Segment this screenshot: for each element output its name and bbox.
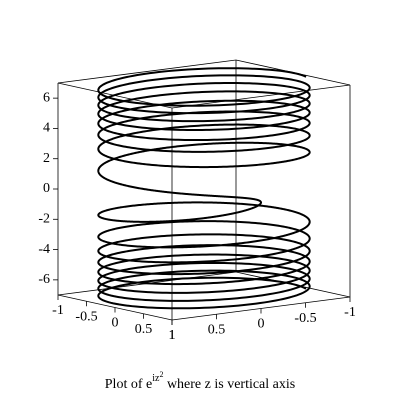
title-text: Plot of e (105, 377, 152, 392)
z-tick-label: 2 (43, 151, 50, 166)
chart-title: Plot of eiz2 where z is vertical axis (105, 370, 295, 392)
x-tick-label: -0.5 (75, 309, 97, 324)
curve (97, 67, 311, 310)
x-tick-label: 0.5 (135, 322, 153, 337)
x-tick-label: 1 (169, 328, 176, 343)
y-tick-label: 1 (169, 328, 176, 343)
x-tick-label: 0 (112, 316, 119, 331)
title-exponent: iz (152, 373, 160, 384)
title-exponent-power: 2 (159, 370, 163, 379)
box-edge (171, 84, 351, 109)
z-tick-label: -2 (38, 212, 50, 227)
y-tick-label: 0 (258, 317, 265, 332)
z-tick-label: -6 (38, 272, 50, 287)
y-tick-label: -1 (344, 305, 356, 320)
x-tick-label: -1 (52, 303, 64, 318)
z-tick-label: 6 (43, 90, 50, 105)
title-text: where z is vertical axis (163, 377, 295, 392)
z-tick-label: -4 (38, 242, 50, 257)
z-tick-label: 0 (43, 181, 50, 196)
box-edge (57, 59, 237, 84)
z-tick-label: 4 (43, 121, 50, 136)
y-tick-label: 0.5 (208, 322, 226, 337)
y-tick-label: -0.5 (294, 311, 316, 326)
